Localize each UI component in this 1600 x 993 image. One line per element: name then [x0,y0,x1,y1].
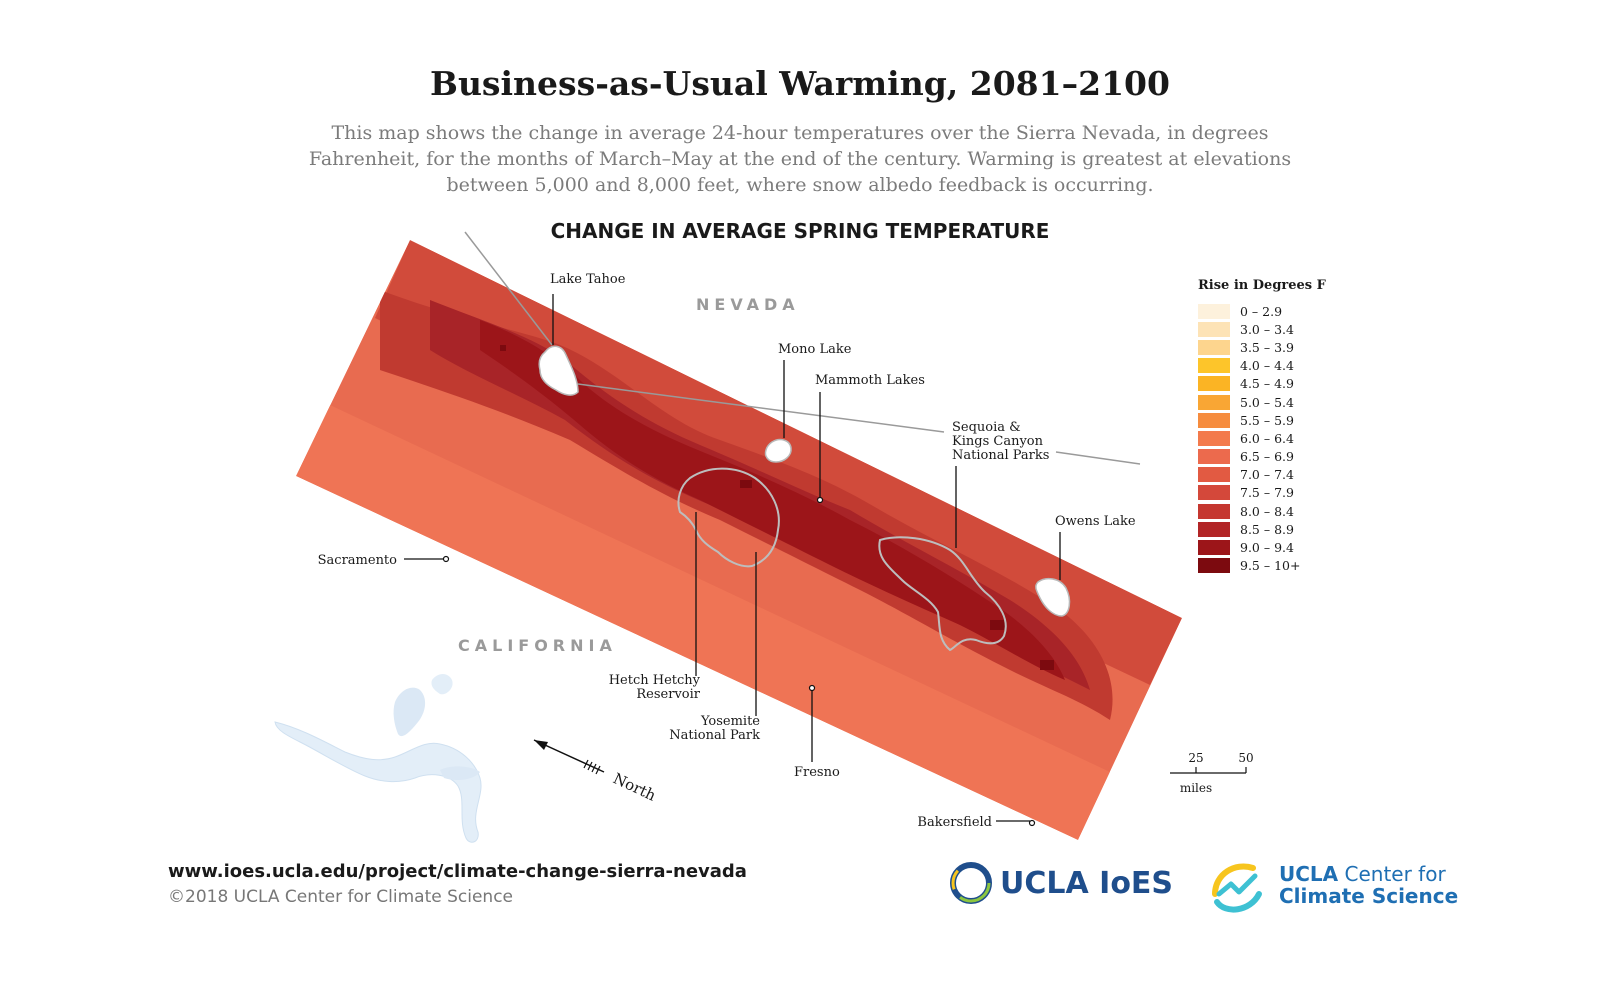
city-dots [442,496,1036,827]
legend-swatch [1198,467,1230,483]
legend-title: Rise in Degrees F [1198,278,1326,293]
legend-label: 9.0 – 9.4 [1240,540,1294,556]
page-title: Business-as-Usual Warming, 2081–2100 [430,64,1170,103]
mammoth-dot [816,496,824,504]
legend-item: 5.5 – 5.9 [1198,411,1358,429]
ccs-swirl-icon [1212,863,1262,913]
north-label: North [610,769,659,804]
legend-item: 7.5 – 7.9 [1198,484,1358,502]
legend-swatch [1198,558,1230,574]
owens-lake-shape [1035,577,1071,617]
legend-label: 3.5 – 3.9 [1240,339,1294,355]
map-title: CHANGE IN AVERAGE SPRING TEMPERATURE [550,219,1050,243]
ucla-ioes-logo: UCLA IoES [950,860,1173,906]
ccs-logo-ucla: UCLA [1279,862,1339,886]
legend-label: 6.0 – 6.4 [1240,430,1294,446]
legend-item: 4.0 – 4.4 [1198,357,1358,375]
fresno-label: Fresno [794,765,840,780]
leader-lines [464,231,1141,465]
yosemite-label-1: Yosemite [700,714,760,729]
ccs-logo-center: Center for [1344,862,1446,886]
fresno-dot [808,684,816,692]
legend-item: 8.5 – 8.9 [1198,520,1358,538]
legend-swatch [1198,376,1230,392]
mammoth-lakes-label: Mammoth Lakes [815,373,925,388]
legend-item: 9.0 – 9.4 [1198,538,1358,556]
lake-tahoe-shape [538,345,579,396]
legend-label: 8.0 – 8.4 [1240,503,1294,519]
ioes-logo-text: UCLA IoES [1000,865,1174,901]
sequoia-label-2: Kings Canyon [952,434,1044,449]
legend-swatch [1198,449,1230,465]
scale-line [1170,767,1247,774]
lake-tahoe-label: Lake Tahoe [550,272,626,287]
owens-lake-label: Owens Lake [1055,514,1136,529]
sacramento-label: Sacramento [318,553,398,568]
footer-copyright: ©2018 UCLA Center for Climate Science [168,887,513,907]
sacramento-dot [442,555,450,563]
legend-label: 4.0 – 4.4 [1240,358,1294,374]
yosemite-label-2: National Park [669,728,760,743]
legend-item: 7.0 – 7.4 [1198,466,1358,484]
legend-swatch [1198,485,1230,501]
ioes-ring-icon [950,862,992,904]
legend-swatch [1198,358,1230,374]
legend-label: 0 – 2.9 [1240,303,1283,319]
hetch-hetchy-label-1: Hetch Hetchy [609,673,701,688]
ucla-ccs-logo: UCLA Center for Climate Science [1205,850,1458,920]
legend-item: 6.5 – 6.9 [1198,448,1358,466]
legend-label: 9.5 – 10+ [1240,558,1301,574]
nevada-label: NEVADA [696,295,800,314]
legend-swatch [1198,521,1230,537]
legend-item: 4.5 – 4.9 [1198,375,1358,393]
sequoia-label-3: National Parks [952,448,1049,463]
legend-item: 3.5 – 3.9 [1198,338,1358,356]
footer-url[interactable]: www.ioes.ucla.edu/project/climate-change… [168,861,747,882]
legend-label: 6.5 – 6.9 [1240,449,1294,465]
scale-unit: miles [1180,781,1212,795]
ccs-logo-text: UCLA Center for Climate Science [1279,863,1458,907]
bakersfield-label: Bakersfield [917,815,992,830]
legend-label: 5.5 – 5.9 [1240,412,1294,428]
legend: Rise in Degrees F 0 – 2.9 3.0 – 3.4 3.5 – … [1198,278,1358,575]
legend-swatch [1198,503,1230,519]
legend-item: 9.5 – 10+ [1198,557,1358,575]
bay-water [274,674,482,843]
legend-label: 4.5 – 4.9 [1240,376,1294,392]
scale-tick-50: 50 [1238,751,1253,765]
legend-label: 5.0 – 5.4 [1240,394,1294,410]
legend-item: 6.0 – 6.4 [1198,429,1358,447]
legend-label: 3.0 – 3.4 [1240,321,1294,337]
label-pointers [404,294,1061,822]
legend-swatch [1198,540,1230,556]
sequoia-label-1: Sequoia & [952,420,1021,435]
legend-label: 7.5 – 7.9 [1240,485,1294,501]
mono-lake-shape [764,438,792,463]
page-subtitle: This map shows the change in average 24-… [308,122,1292,196]
legend-item: 0 – 2.9 [1198,302,1358,320]
legend-swatch [1198,394,1230,410]
legend-label: 7.0 – 7.4 [1240,467,1294,483]
scale-tick-25: 25 [1188,751,1203,765]
legend-swatch [1198,321,1230,337]
bakersfield-dot [1028,819,1036,827]
california-label: CALIFORNIA [458,636,617,655]
mono-lake-label: Mono Lake [778,342,852,357]
north-arrow-icon [533,739,605,775]
yosemite-boundary [677,467,780,568]
ccs-logo-climate: Climate Science [1279,884,1459,908]
legend-swatch [1198,339,1230,355]
legend-label: 8.5 – 8.9 [1240,521,1294,537]
legend-rows: 0 – 2.9 3.0 – 3.4 3.5 – 3.9 4.0 – 4.4 4.5 – … [1198,302,1358,575]
scale-bar: 0 25 50 miles [1170,751,1254,795]
legend-item: 8.0 – 8.4 [1198,502,1358,520]
legend-item: 3.0 – 3.4 [1198,320,1358,338]
legend-swatch [1198,430,1230,446]
hetch-hetchy-label-2: Reservoir [636,687,700,702]
sequoia-kings-boundary [878,536,1007,652]
legend-swatch [1198,303,1230,319]
legend-item: 5.0 – 5.4 [1198,393,1358,411]
legend-swatch [1198,412,1230,428]
